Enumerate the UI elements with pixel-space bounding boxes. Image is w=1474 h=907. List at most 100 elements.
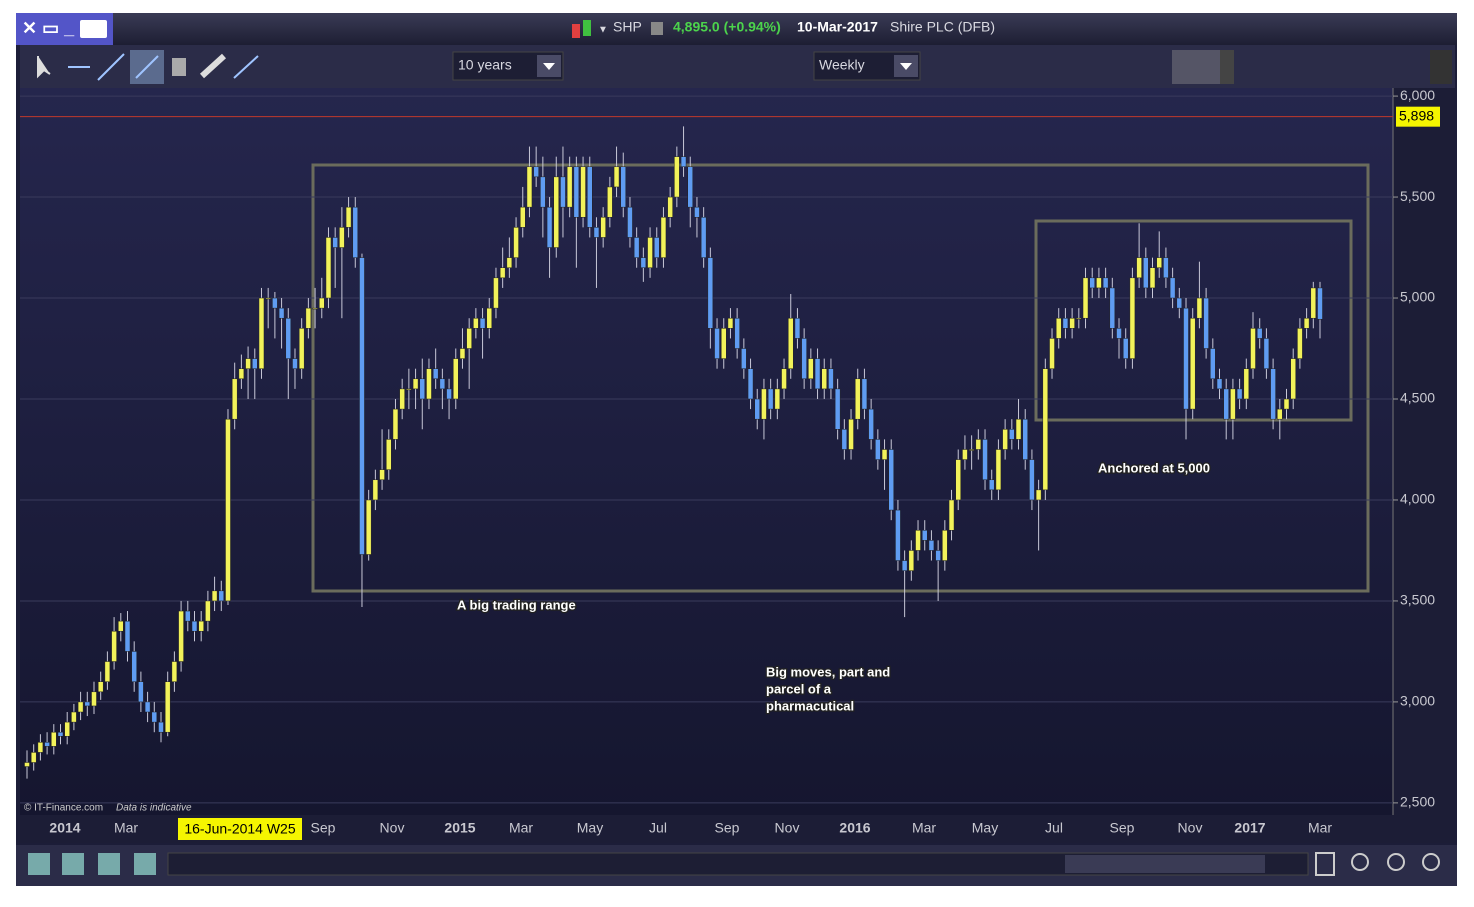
candle-body [1270,368,1276,420]
candle-body [808,358,814,380]
candle-body [526,166,533,208]
candle-body [1049,338,1055,369]
candle-body [466,328,472,349]
candle-body [901,560,908,571]
candle-body [198,620,204,632]
candle-body [218,590,225,602]
candle-body [647,237,653,268]
price-flag-label: 5,898 [1399,107,1434,123]
candle-body [1022,418,1028,460]
x-tick-label: Jul [649,820,667,836]
y-tick-label: 6,000 [1400,87,1435,103]
candle-body [238,368,245,380]
indicator-dropdown[interactable] [1220,50,1234,84]
cursor-label-box [178,818,302,840]
range-box [1034,219,1353,422]
candle-body [948,499,955,531]
candle-body [861,378,868,410]
candle-body [171,661,178,682]
range-box [311,163,1370,593]
symbol: SHP [613,19,642,35]
candle-body [787,317,794,369]
candle-body [687,166,693,208]
candle-body [453,358,459,400]
candle-body [104,661,111,682]
x-tick-label: Sep [715,820,740,836]
candle-body [801,338,807,380]
indicator-button[interactable] [1172,50,1220,84]
candle-body [935,550,941,561]
candle-body [560,176,566,208]
period-value: 10 years [458,57,512,73]
candle-body [620,166,627,208]
x-tick-label: Nov [1178,820,1203,836]
candle-body [319,297,325,309]
info-icon[interactable] [651,22,663,35]
candle-body [486,307,493,329]
candle-body [580,166,586,218]
plot-area [20,88,1393,815]
toolbar [20,45,1455,88]
candle-body [1096,277,1102,289]
y-tick-label: 4,000 [1400,491,1435,507]
credit: © IT-Finance.com [24,803,103,814]
candle-body [881,449,888,460]
candle-body [533,166,539,178]
drawing-tools[interactable] [37,50,259,84]
dropdown-arrow[interactable]: ▼ [598,25,608,36]
keyboard-icon[interactable] [80,20,107,38]
bottom-tools[interactable] [28,853,156,875]
candle-body [633,237,640,258]
y-tick-label: 3,500 [1400,592,1435,608]
zoom-tools[interactable] [1315,852,1440,876]
candle-body [225,418,231,602]
candle-body [1029,459,1035,501]
candle-body [419,378,426,400]
candle-body [245,358,251,369]
candle-body [1317,287,1323,320]
x-tick-label: Mar [1308,820,1332,836]
candle-body [1015,418,1022,440]
x-tick-label: Mar [912,820,936,836]
candle-body [908,550,915,571]
candle-body [1216,378,1223,390]
candle-body [828,368,834,390]
candle-body [707,257,714,329]
candle-body [587,166,593,228]
dropdown-arrow [900,63,912,70]
candle-body [1196,297,1203,319]
candle-body [747,368,754,400]
chart-type-icon[interactable] [583,20,591,36]
candle-body [1189,317,1196,410]
x-tick-label: May [577,820,603,836]
annotation: Anchored at 5,000 [1098,460,1210,475]
candle-body [1243,368,1250,400]
candle-body [854,378,861,420]
chart-type-icon[interactable] [572,24,580,38]
candle-body [392,408,399,440]
x-tick-label: Mar [114,820,138,836]
candle-body [1169,277,1176,299]
candle-body [205,600,211,622]
candle-body [345,206,352,228]
candle-body [305,307,312,329]
scroll-thumb[interactable] [1065,855,1265,873]
refresh-button[interactable] [1430,50,1452,84]
candle-body [921,530,928,541]
candle-body [1303,317,1310,329]
close-icon[interactable]: ✕ ▭ _ [22,18,75,38]
candle-body [191,620,198,632]
price: 4,895.0 (+0.94%) [673,19,781,35]
candle-body [151,711,158,723]
scrollbar[interactable] [167,852,1309,876]
dropdown-arrow [543,63,555,70]
price-flag [1396,106,1440,127]
candle-body [97,681,104,693]
x-tick-label: 2015 [444,820,475,836]
candle-body [1310,287,1317,319]
y-tick-label: 3,000 [1400,693,1435,709]
candle-body [700,216,707,258]
candle-body [1223,388,1229,420]
candle-body [1277,408,1283,420]
